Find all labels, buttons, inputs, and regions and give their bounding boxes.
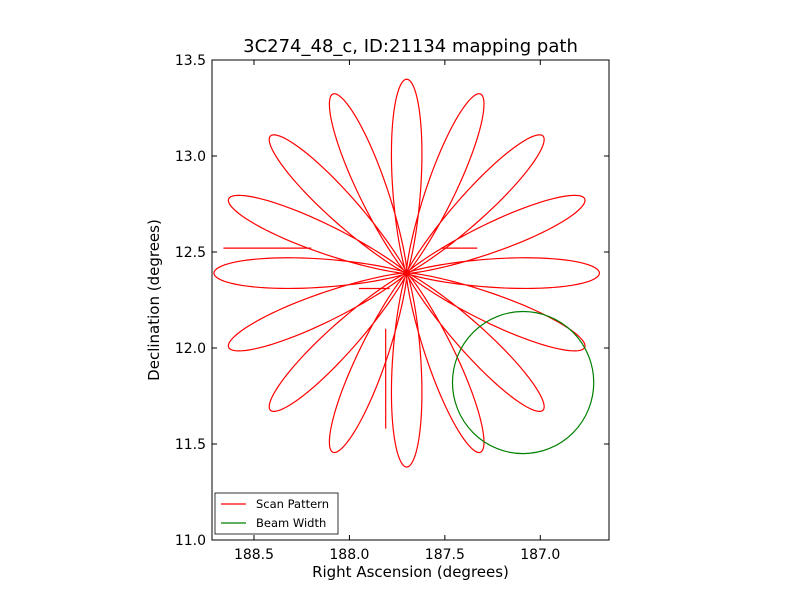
x-axis-label: Right Ascension (degrees): [312, 563, 509, 581]
y-tick-label: 11.5: [175, 437, 206, 453]
y-tick-label: 12.0: [175, 341, 206, 357]
ticks-layer: 188.5 188.0 187.5 187.0 11.0 11.5 12.0 12.5 13.0…: [175, 53, 609, 563]
x-tick-label: 188.5: [234, 547, 274, 563]
legend-label-beam-width: Beam Width: [256, 516, 326, 530]
x-tick-label: 188.0: [329, 547, 369, 563]
y-tick-label: 12.5: [175, 245, 206, 261]
x-tick-label: 187.5: [425, 547, 465, 563]
legend-box: [214, 492, 339, 535]
data-layer: [213, 78, 601, 468]
legend-label-scan-pattern: Scan Pattern: [256, 497, 329, 511]
y-tick-label: 13.5: [175, 53, 206, 69]
chart-title: 3C274_48_c, ID:21134 mapping path: [243, 36, 578, 57]
x-tick-label: 187.0: [520, 547, 560, 563]
y-axis-label: Declination (degrees): [145, 219, 163, 381]
scan-pattern-line: [213, 78, 601, 468]
plot-frame: [211, 59, 610, 541]
legend: Scan Pattern Beam Width: [214, 492, 339, 535]
y-tick-label: 13.0: [175, 149, 206, 165]
y-tick-label: 11.0: [175, 533, 206, 549]
beam-width-circle: [451, 310, 595, 455]
